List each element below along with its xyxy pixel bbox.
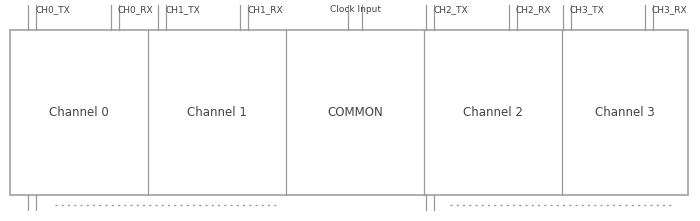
Text: Clock Input: Clock Input xyxy=(330,5,381,14)
Text: Channel 3: Channel 3 xyxy=(595,106,655,119)
Text: COMMON: COMMON xyxy=(327,106,383,119)
Text: CH0_RX: CH0_RX xyxy=(118,5,153,14)
Text: Channel 1: Channel 1 xyxy=(187,106,247,119)
Text: CH1_RX: CH1_RX xyxy=(247,5,283,14)
Text: CH1_TX: CH1_TX xyxy=(165,5,199,14)
Text: CH3_TX: CH3_TX xyxy=(570,5,605,14)
Text: CH3_RX: CH3_RX xyxy=(652,5,687,14)
Text: CH2_TX: CH2_TX xyxy=(433,5,468,14)
Text: CH0_TX: CH0_TX xyxy=(35,5,70,14)
Bar xyxy=(10,30,688,195)
Text: Channel 0: Channel 0 xyxy=(49,106,109,119)
Text: CH2_RX: CH2_RX xyxy=(516,5,552,14)
Text: Channel 2: Channel 2 xyxy=(463,106,523,119)
